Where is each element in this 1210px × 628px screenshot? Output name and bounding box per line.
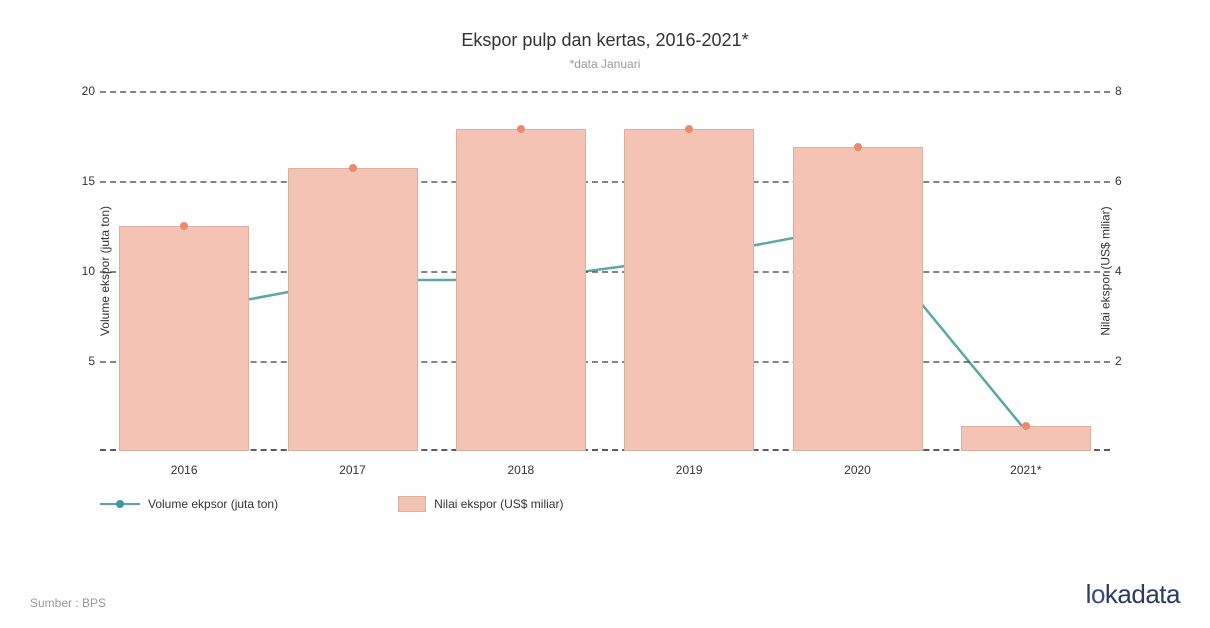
bar: [119, 226, 249, 451]
plot-area: Volume ekspor (juta ton) Nilai ekspor (U…: [100, 91, 1110, 451]
legend-bar-swatch: [398, 496, 426, 512]
bar-top-dot-icon: [517, 125, 525, 133]
y-tick-left: 20: [70, 84, 95, 98]
bar: [793, 147, 923, 451]
chart-title: Ekspor pulp dan kertas, 2016-2021*: [30, 30, 1180, 51]
legend-line-swatch: [100, 503, 140, 505]
y-tick-right: 2: [1115, 354, 1135, 368]
legend-line-dot-icon: [116, 500, 124, 508]
x-tick-label: 2017: [339, 463, 366, 477]
bar: [288, 168, 418, 451]
y-tick-right: 6: [1115, 174, 1135, 188]
grid-line: [100, 181, 1110, 183]
y-tick-right: 4: [1115, 264, 1135, 278]
legend-item-bar: Nilai ekspor (US$ miliar): [398, 496, 563, 512]
chart-subtitle: *data Januari: [30, 57, 1180, 71]
bar-top-dot-icon: [1022, 422, 1030, 430]
y-tick-left: 10: [70, 264, 95, 278]
source-text: Sumber : BPS: [30, 596, 106, 610]
y-tick-right: 8: [1115, 84, 1135, 98]
bar: [456, 129, 586, 451]
bar-top-dot-icon: [349, 164, 357, 172]
bar-top-dot-icon: [180, 222, 188, 230]
x-tick-label: 2019: [676, 463, 703, 477]
bar-top-dot-icon: [854, 143, 862, 151]
footer: Sumber : BPS lokadata: [30, 579, 1180, 610]
grid-line: [100, 361, 1110, 363]
x-tick-label: 2020: [844, 463, 871, 477]
x-axis-baseline: [100, 449, 1110, 451]
chart-container: Ekspor pulp dan kertas, 2016-2021* *data…: [0, 0, 1210, 628]
y-tick-left: 15: [70, 174, 95, 188]
bar-top-dot-icon: [685, 125, 693, 133]
grid-line: [100, 91, 1110, 93]
bar: [624, 129, 754, 451]
grid-line: [100, 271, 1110, 273]
x-tick-label: 2021*: [1010, 463, 1041, 477]
legend-bar-label: Nilai ekspor (US$ miliar): [434, 497, 563, 511]
y-tick-left: 5: [70, 354, 95, 368]
legend-line-label: Volume ekpsor (juta ton): [148, 497, 278, 511]
legend-item-line: Volume ekpsor (juta ton): [100, 497, 278, 511]
brand-logo: lokadata: [1086, 579, 1180, 610]
legend: Volume ekpsor (juta ton) Nilai ekspor (U…: [100, 496, 1180, 512]
x-tick-label: 2016: [171, 463, 198, 477]
x-tick-label: 2018: [507, 463, 534, 477]
